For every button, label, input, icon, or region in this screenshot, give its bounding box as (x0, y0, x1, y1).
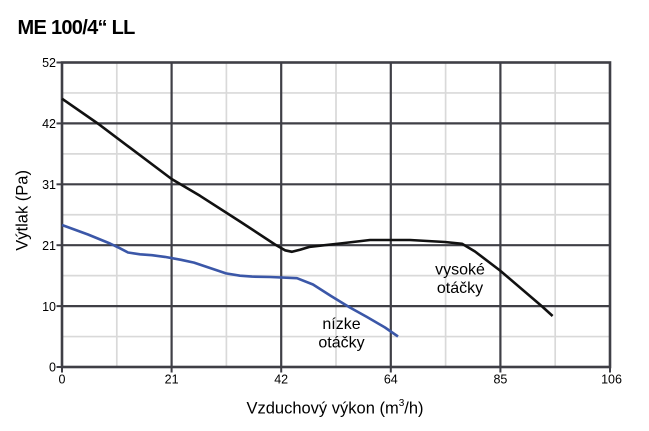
svg-text:21: 21 (165, 372, 179, 386)
svg-text:Výtlak (Pa): Výtlak (Pa) (14, 170, 32, 251)
svg-text:42: 42 (42, 117, 56, 131)
svg-text:vysoké: vysoké (435, 262, 485, 279)
svg-text:31: 31 (42, 178, 56, 192)
svg-text:0: 0 (49, 361, 56, 375)
svg-text:42: 42 (274, 372, 288, 386)
svg-text:Vzduchový výkon (m3/h): Vzduchový výkon (m3/h) (246, 398, 423, 417)
svg-text:52: 52 (42, 56, 56, 70)
svg-text:otáčky: otáčky (437, 280, 483, 297)
svg-text:10: 10 (42, 300, 56, 314)
svg-text:85: 85 (493, 372, 507, 386)
svg-text:64: 64 (384, 372, 398, 386)
svg-text:106: 106 (601, 372, 622, 386)
svg-text:otáčky: otáčky (318, 335, 364, 352)
svg-text:0: 0 (59, 372, 66, 386)
svg-text:nízke: nízke (322, 316, 360, 333)
svg-text:21: 21 (42, 239, 56, 253)
svg-text:ME 100/4“ LL: ME 100/4“ LL (18, 17, 136, 39)
